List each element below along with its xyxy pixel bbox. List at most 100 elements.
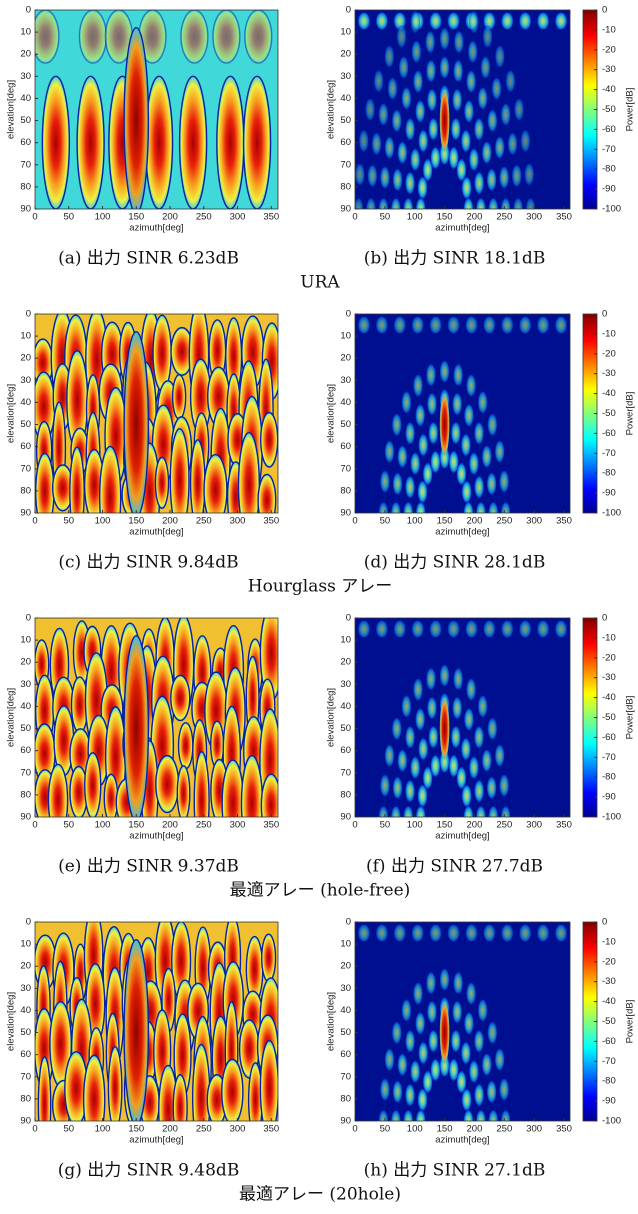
colorbar-tick-label: -100	[602, 508, 621, 519]
lobe	[357, 12, 370, 30]
lobe	[451, 422, 461, 445]
lobe	[487, 717, 498, 740]
lobe	[448, 146, 459, 169]
colorbar-tick-label: -30	[602, 64, 616, 75]
lobe	[463, 501, 474, 513]
lobe	[413, 70, 423, 93]
y-tick-label: 0	[26, 917, 31, 928]
colorbar-tick-label: -100	[602, 204, 621, 215]
lobe	[422, 1070, 433, 1093]
lobe	[415, 1109, 426, 1121]
lobe	[403, 197, 414, 209]
lobe	[501, 12, 514, 30]
lobe	[500, 1109, 511, 1121]
lobe	[447, 924, 460, 942]
lobe	[152, 314, 172, 392]
y-tick-label: 70	[20, 767, 31, 778]
lobe	[488, 805, 499, 817]
x-tick-label: 0	[32, 820, 37, 831]
lobe	[439, 750, 450, 773]
lobe	[469, 452, 479, 475]
x-tick-label: 100	[407, 516, 423, 527]
x-tick-label: 50	[380, 516, 391, 527]
heatmap	[35, 10, 278, 209]
lobe	[378, 197, 389, 209]
lobe	[417, 784, 428, 807]
lobe	[482, 445, 492, 468]
lobe	[405, 171, 415, 195]
lobe	[355, 197, 364, 209]
lobe	[415, 708, 425, 731]
x-tick-label: 150	[128, 1124, 144, 1135]
x-tick-label: 250	[196, 820, 212, 831]
y-tick-label: 80	[340, 485, 351, 496]
y-axis-label: elevation[deg]	[6, 992, 17, 1051]
lobe	[397, 1053, 408, 1076]
lobe	[448, 1058, 459, 1081]
lobe	[505, 70, 516, 93]
lobe	[464, 404, 474, 427]
lobe	[397, 141, 408, 164]
x-tick-label: 250	[496, 212, 512, 223]
y-tick-label: 90	[340, 204, 351, 215]
main-lobe	[123, 331, 150, 513]
lobe	[487, 1021, 498, 1044]
lobe	[410, 148, 420, 171]
caption: (d) 出力 SINR 28.1dB	[364, 553, 546, 573]
lobe	[469, 148, 479, 171]
y-tick-label: 20	[340, 657, 351, 668]
lobe	[391, 1021, 402, 1044]
colorbar-tick-label: -40	[602, 996, 616, 1007]
lobe	[499, 774, 509, 797]
lobe	[452, 393, 462, 416]
y-tick-label: 60	[340, 1049, 351, 1060]
lobe	[464, 100, 474, 123]
y-tick-label: 10	[340, 27, 351, 38]
lobe	[439, 446, 450, 469]
lobe	[461, 737, 471, 761]
x-tick-label: 300	[526, 1124, 542, 1135]
plot-frame	[34, 9, 279, 210]
lobe	[392, 472, 403, 495]
x-tick-label: 150	[128, 212, 144, 223]
colorbar-tick-label: -40	[602, 388, 616, 399]
lobe	[244, 10, 273, 64]
lobe	[405, 1030, 415, 1053]
x-tick-label: 100	[407, 820, 423, 831]
colorbar-tick-label: 0	[602, 917, 607, 928]
x-tick-label: 0	[352, 820, 357, 831]
x-tick-label: 250	[196, 516, 212, 527]
lobe	[76, 75, 105, 209]
lobe	[144, 75, 174, 209]
lobe	[427, 1001, 437, 1024]
colorbar-tick-label: -90	[602, 792, 616, 803]
colorbar-tick-label: -10	[602, 632, 616, 643]
y-tick-label: 80	[20, 1093, 31, 1104]
lobe	[520, 129, 531, 152]
lobe	[35, 10, 60, 64]
lobe	[177, 722, 194, 770]
lobe	[403, 805, 414, 817]
lobe	[463, 197, 474, 209]
lobe	[452, 89, 462, 112]
lobe	[427, 393, 437, 416]
lobe	[378, 1109, 389, 1121]
x-tick-label: 150	[437, 820, 453, 831]
lobe	[41, 75, 71, 209]
lobe	[430, 146, 441, 169]
x-tick-label: 250	[196, 1124, 212, 1135]
lobe	[555, 316, 568, 334]
lobe	[491, 77, 502, 100]
x-tick-label: 50	[63, 820, 74, 831]
x-axis-label: azimuth[deg]	[129, 223, 183, 234]
lobe	[477, 695, 488, 718]
x-tick-label: 350	[556, 212, 572, 223]
lobe	[403, 1109, 414, 1121]
lobe	[514, 98, 524, 121]
lobe	[35, 452, 55, 513]
lobe	[486, 472, 497, 495]
lobe	[524, 163, 535, 186]
lobe	[469, 1060, 479, 1083]
lobe	[537, 12, 550, 30]
colorbar-tick-label: -60	[602, 732, 616, 743]
